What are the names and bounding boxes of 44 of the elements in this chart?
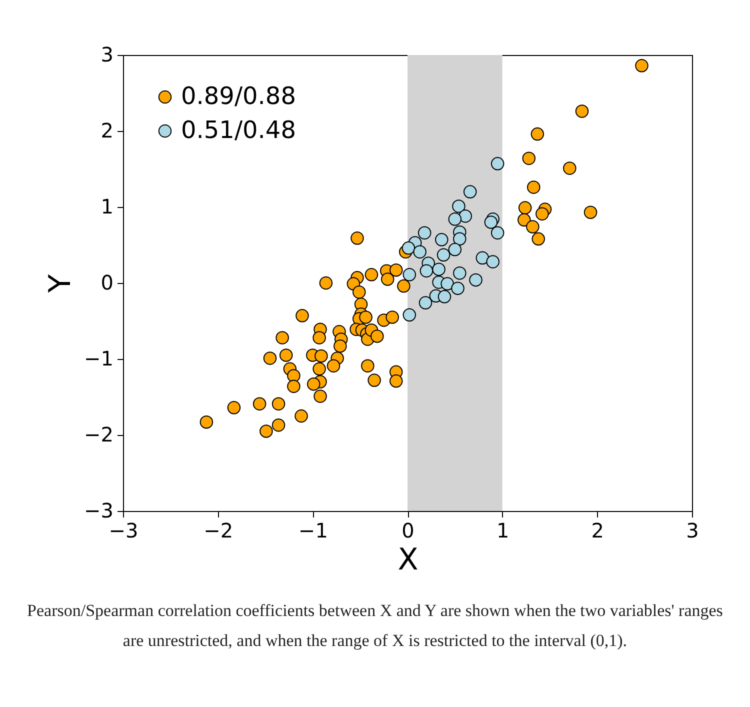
point <box>418 226 432 240</box>
legend-label: 0.89/0.88 <box>181 82 296 110</box>
point <box>469 273 482 287</box>
y-tick-label: 0 <box>100 270 114 294</box>
text: Pearson/Spearman correlation coefficients between X and Y are shown when the two variables' ranges are unrestricted, and when the range of X is restricted to the interval (0,1). <box>26 600 724 652</box>
x-tick-label: 2 <box>591 518 604 542</box>
point <box>402 241 416 255</box>
point <box>486 255 500 268</box>
point <box>438 290 452 304</box>
y-tick-label: −3 <box>84 498 114 522</box>
point <box>458 210 472 223</box>
point <box>490 157 504 170</box>
x-tick-label: 1 <box>496 518 510 542</box>
point <box>453 266 466 280</box>
point <box>463 185 477 198</box>
point <box>448 242 462 256</box>
x-axis-title: X <box>398 542 418 578</box>
point <box>440 277 454 290</box>
point <box>436 248 450 262</box>
x-tick-label: 3 <box>686 518 699 542</box>
point <box>402 308 416 322</box>
point <box>418 296 432 310</box>
y-tick-label: 1 <box>100 194 114 218</box>
point <box>476 251 490 265</box>
y-tick-label: 3 <box>100 42 114 66</box>
y-tick-label: 2 <box>100 118 114 142</box>
point <box>451 282 464 295</box>
y-axis-title: Y <box>43 274 78 294</box>
point <box>435 233 448 246</box>
point <box>448 212 462 226</box>
x-tick-label: −1 <box>298 518 328 542</box>
point <box>484 216 498 229</box>
point <box>432 262 446 276</box>
x-tick-label: 0 <box>402 518 414 542</box>
y-tick-label: −2 <box>84 422 114 446</box>
point <box>452 200 466 213</box>
point <box>413 245 426 258</box>
point <box>490 226 504 240</box>
y-tick-label: −1 <box>84 346 114 370</box>
point <box>402 268 416 282</box>
point <box>453 232 466 246</box>
x-tick-label: −2 <box>204 518 234 542</box>
point <box>420 264 434 278</box>
legend-label: 0.51/0.48 <box>181 116 296 144</box>
